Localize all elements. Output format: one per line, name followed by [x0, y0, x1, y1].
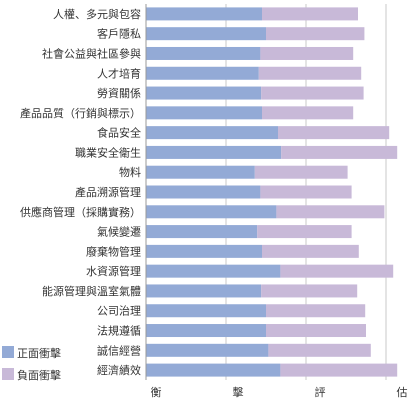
legend-label-positive: 正面衝擊 — [17, 346, 61, 360]
bar-positive-impact — [146, 145, 282, 159]
bar-negative-impact — [262, 7, 358, 21]
category-label: 公司治理 — [97, 304, 141, 318]
x-axis-label-char: 衡 — [151, 386, 162, 399]
legend-swatch-negative — [2, 368, 14, 380]
bar-negative-impact — [278, 126, 390, 140]
bar-negative-impact — [261, 284, 358, 298]
x-axis-label-char: 估 — [397, 386, 408, 399]
bar-positive-impact — [146, 304, 266, 318]
category-label: 人才培育 — [97, 66, 141, 80]
bars — [146, 7, 398, 377]
bar-positive-impact — [146, 343, 269, 357]
category-label: 水資源管理 — [86, 264, 141, 278]
category-label: 客戶隱私 — [97, 27, 141, 41]
bar-negative-impact — [276, 205, 385, 219]
bar-positive-impact — [146, 324, 266, 338]
category-label: 人權、多元與包容 — [53, 7, 141, 21]
bar-positive-impact — [146, 165, 255, 179]
category-label: 能源管理與溫室氣體 — [42, 284, 141, 298]
bar-negative-impact — [262, 244, 359, 258]
bar-positive-impact — [146, 86, 262, 100]
legend-label-negative: 負面衝擊 — [17, 368, 61, 382]
bar-negative-impact — [268, 343, 371, 357]
bar-negative-impact — [266, 304, 366, 318]
category-label: 法規遵循 — [97, 324, 141, 338]
category-label: 產品溯源管理 — [75, 185, 141, 199]
category-label: 產品品質（行銷與標示） — [20, 106, 141, 120]
bar-negative-impact — [257, 225, 352, 239]
bar-positive-impact — [146, 46, 261, 60]
x-axis-label-char: 評 — [315, 385, 326, 399]
bar-positive-impact — [146, 284, 262, 298]
bar-negative-impact — [260, 46, 354, 60]
bar-negative-impact — [258, 66, 362, 80]
category-labels: 人權、多元與包容客戶隱私社會公益與社區參與人才培育勞資關係產品品質（行銷與標示）… — [20, 7, 141, 377]
category-label: 食品安全 — [97, 126, 141, 140]
bar-negative-impact — [262, 106, 354, 120]
category-label: 經濟績效 — [97, 363, 141, 377]
category-label: 社會公益與社區參與 — [42, 46, 141, 60]
x-axis-label: 衡 擊 評 估 — [151, 385, 408, 399]
bar-negative-impact — [266, 27, 365, 41]
x-axis-label-char: 擊 — [233, 385, 244, 399]
legend: 正面衝擊 負面衝擊 — [2, 346, 61, 382]
bar-positive-impact — [146, 185, 261, 199]
category-label: 供應商管理（採購實務） — [20, 205, 141, 219]
legend-swatch-positive — [2, 346, 14, 358]
bar-positive-impact — [146, 264, 281, 278]
bar-positive-impact — [146, 205, 277, 219]
bar-positive-impact — [146, 126, 278, 140]
bar-positive-impact — [146, 106, 262, 120]
bar-positive-impact — [146, 244, 262, 258]
bar-positive-impact — [146, 225, 258, 239]
bar-negative-impact — [280, 264, 394, 278]
category-label: 職業安全衛生 — [75, 145, 141, 159]
category-label: 氣候變遷 — [97, 225, 141, 239]
category-label: 廢棄物管理 — [86, 244, 141, 258]
bar-positive-impact — [146, 363, 281, 377]
bar-positive-impact — [146, 66, 259, 80]
bar-negative-impact — [266, 324, 366, 338]
bar-negative-impact — [280, 363, 398, 377]
bar-negative-impact — [281, 145, 398, 159]
category-label: 物料 — [119, 165, 141, 179]
bar-negative-impact — [254, 165, 348, 179]
bar-positive-impact — [146, 27, 266, 41]
bar-negative-impact — [261, 86, 364, 100]
bar-negative-impact — [260, 185, 352, 199]
category-label: 勞資關係 — [97, 86, 141, 100]
bar-positive-impact — [146, 7, 262, 21]
category-label: 誠信經營 — [97, 343, 141, 357]
